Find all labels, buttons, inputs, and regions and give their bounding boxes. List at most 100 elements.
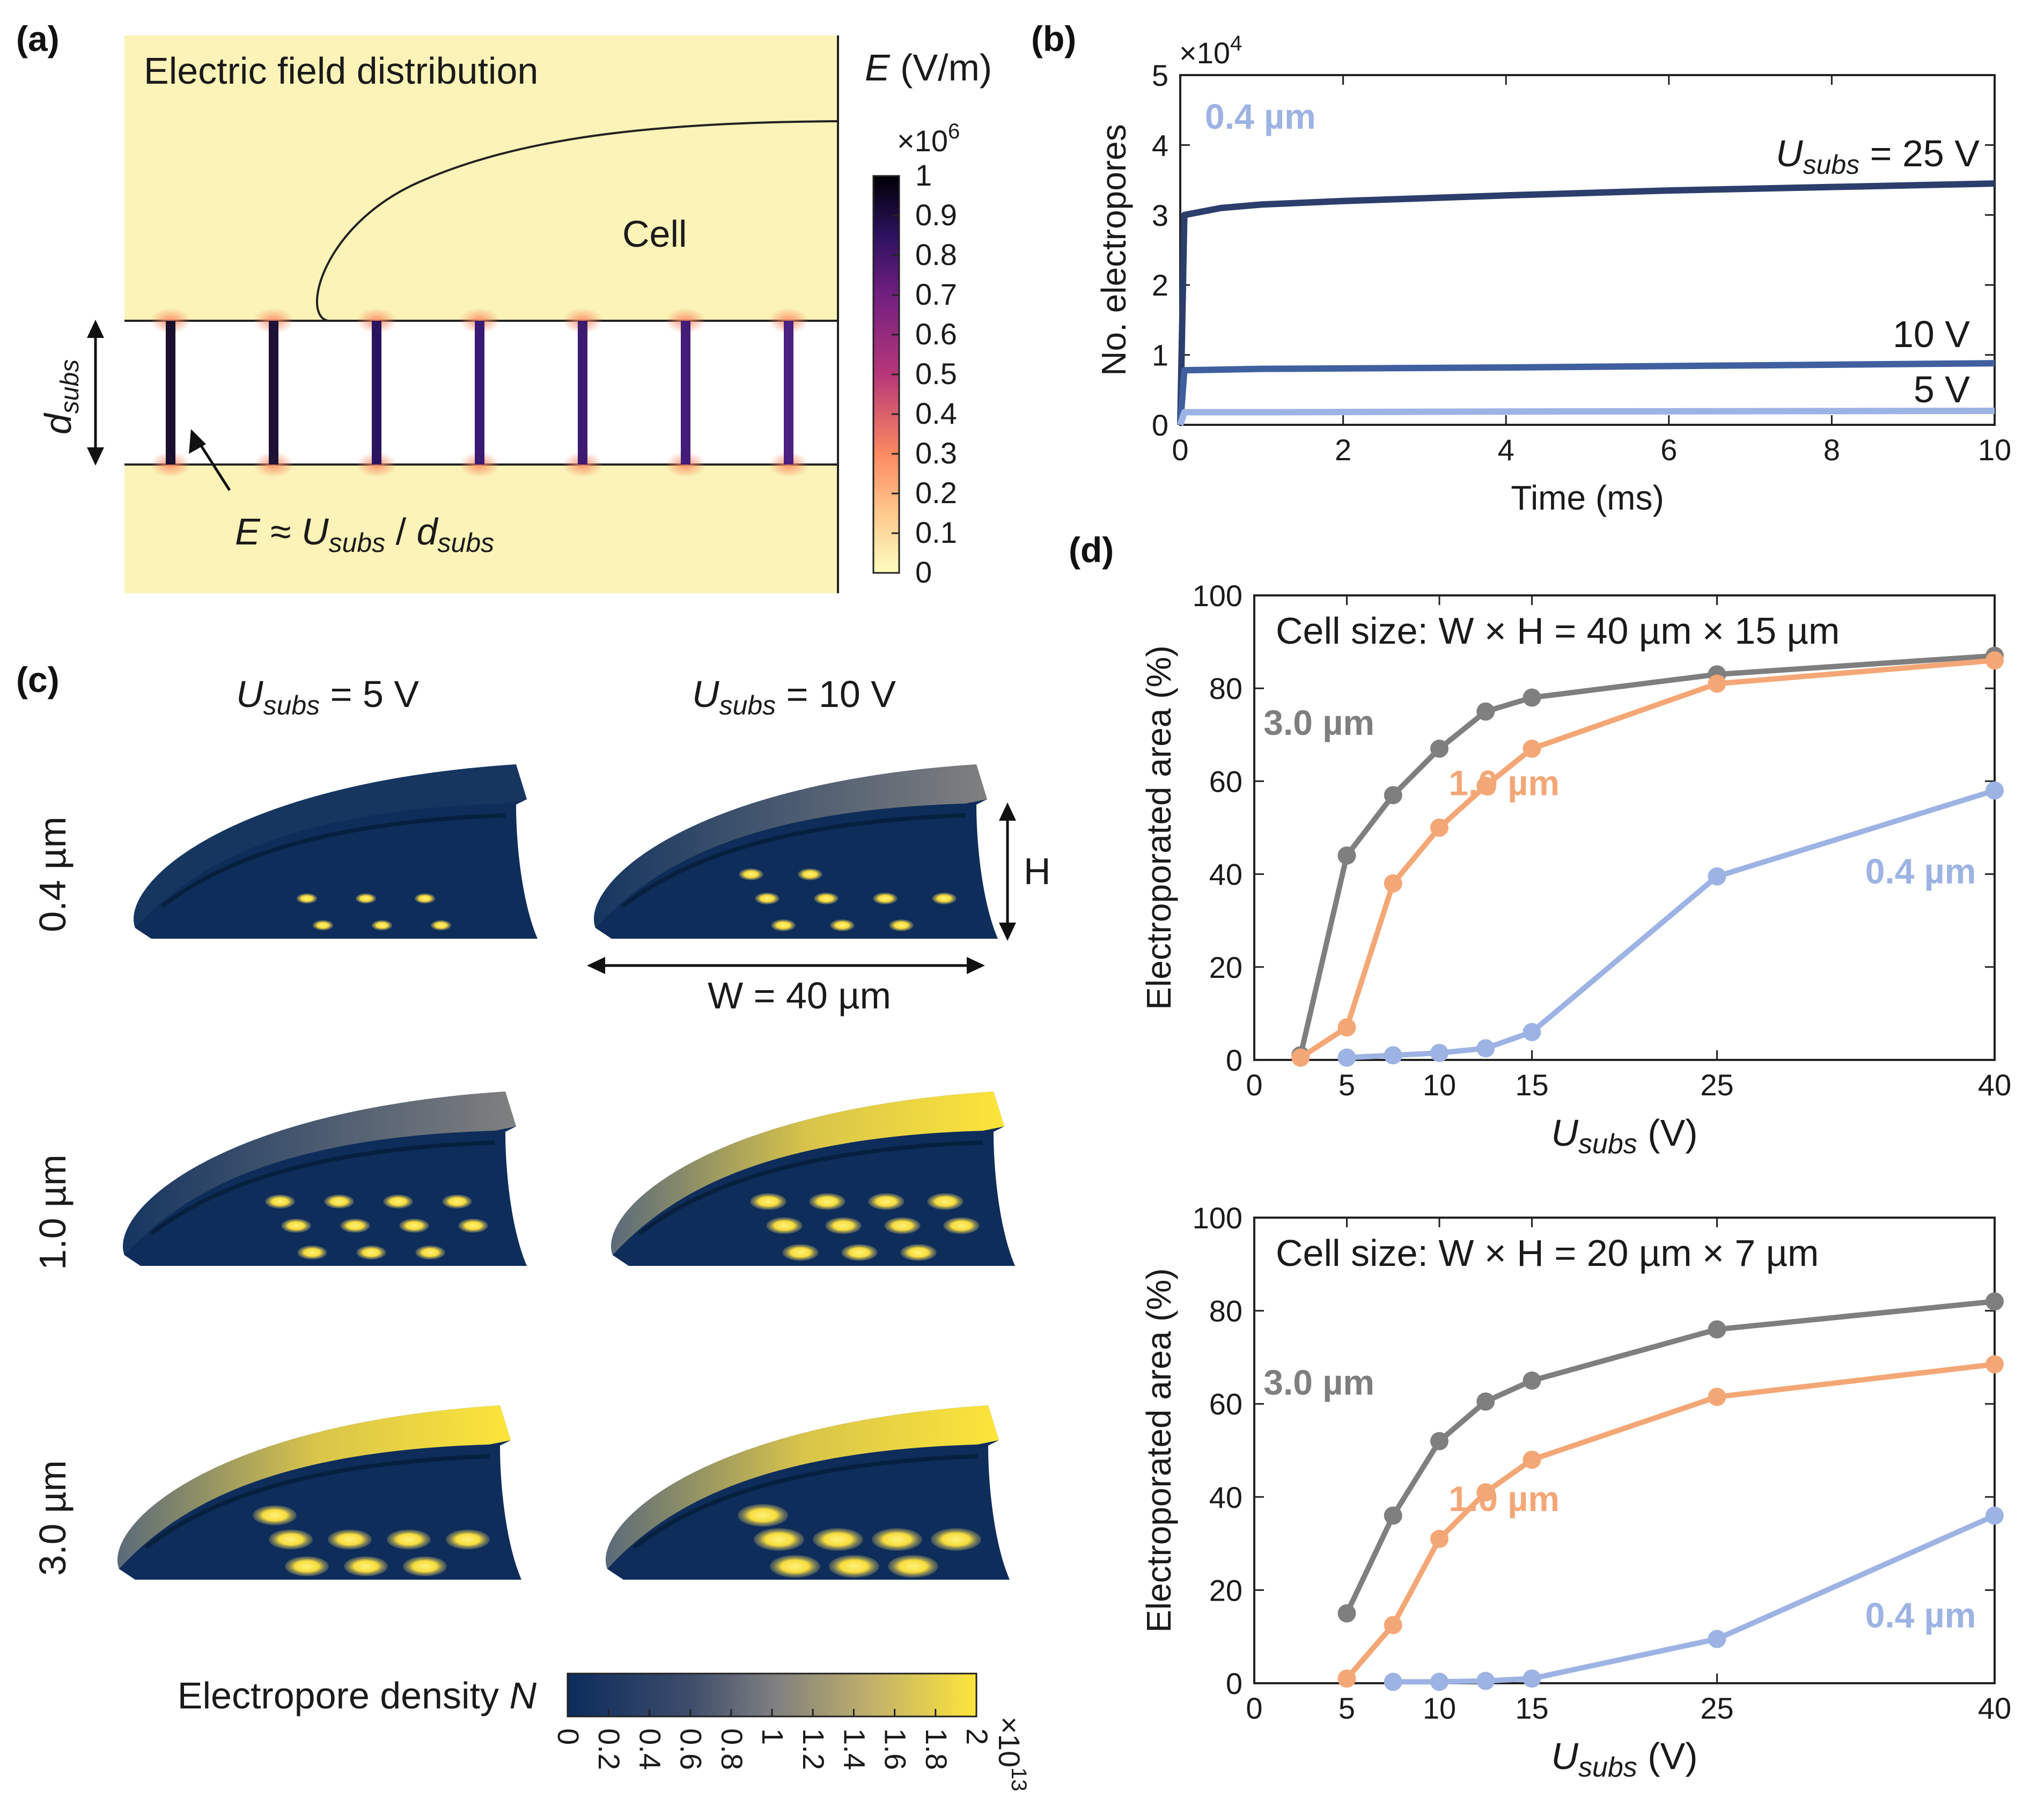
electropore-spot: [771, 919, 796, 931]
electroporated-area-chart-large-cell: 0 5 10 15 25 40 0 20 40 60 80 100 Cell size: W × H =…: [1139, 579, 2011, 1160]
data-point: [1476, 1039, 1495, 1058]
field-map-title: Electric field distribution: [144, 50, 538, 92]
panel-c: (c) Usubs = 5 V Usubs = 10 V 0.4 µm 1.0 …: [16, 660, 1051, 1792]
y-tick-label: 0: [1226, 1043, 1242, 1077]
width-label: W = 40 µm: [708, 975, 891, 1016]
x-tick-label: 0: [1246, 1691, 1262, 1725]
colorbar-tick-label: 0.7: [915, 277, 957, 311]
cell-membrane-top: [594, 764, 987, 928]
electropore-spot: [889, 919, 914, 931]
electropore-spot: [356, 1246, 386, 1259]
y-tick-label: 80: [1209, 1294, 1242, 1328]
colorbar-tick-label: 0.6: [915, 317, 957, 351]
x-tick-label: 5: [1339, 1691, 1355, 1725]
y-tick-label: 20: [1209, 950, 1242, 984]
colorbar-tick-label: 1.4: [837, 1728, 871, 1770]
x-tick-label: 0: [1172, 433, 1188, 467]
data-point: [1985, 781, 2004, 800]
y-tick-label: 100: [1193, 1201, 1242, 1235]
plot-frame: [1253, 1217, 1996, 1684]
d-subs-arrow-head-top: [87, 320, 104, 338]
cell-surface: [134, 764, 538, 939]
x-axis-label: Usubs (V): [1551, 1112, 1697, 1160]
series-label: 0.4 µm: [1865, 851, 1976, 891]
y-tick-label: 60: [1209, 764, 1242, 798]
electropore-spot: [285, 1556, 329, 1576]
electropore-spot: [927, 1193, 964, 1210]
data-point: [1430, 1432, 1448, 1450]
series-line: [1177, 180, 1995, 425]
electropore-spot: [442, 1195, 472, 1209]
y-tick-label: 40: [1209, 1480, 1242, 1514]
x-tick-label: 15: [1515, 1691, 1548, 1725]
series-label: 3.0 µm: [1263, 1362, 1374, 1402]
electropore-spot: [269, 1529, 313, 1550]
data-point: [1476, 777, 1495, 795]
y-axis-multiplier: ×104: [1179, 32, 1242, 70]
panel-b: (b) 0 2 4 6 8 10 0 1 2 3 4 5 No. electropores Time (m…: [1031, 19, 2011, 517]
data-point: [1384, 1506, 1402, 1525]
y-tick-label: 4: [1152, 128, 1168, 162]
electropore-spot: [312, 920, 334, 931]
x-tick-label: 15: [1515, 1068, 1548, 1102]
data-point: [1708, 674, 1726, 693]
field-colorbar-title: E (V/m): [865, 47, 992, 89]
x-axis-label: Time (ms): [1511, 478, 1664, 517]
colorbar-tick-label: 1.6: [879, 1728, 913, 1770]
data-point: [1523, 739, 1541, 758]
x-tick-label: 8: [1823, 433, 1840, 467]
x-tick-label: 10: [1423, 1068, 1456, 1102]
colorbar-tick-label: 1: [915, 158, 932, 192]
height-arrow-head-bottom: [999, 923, 1016, 941]
field-colorbar-ticks: 1 0.9 0.8 0.7 0.6 0.5 0.4 0.3 0.2 0.1 0: [892, 158, 957, 589]
x-axis-label-u: U: [1551, 1112, 1578, 1154]
density-colorbar-label: Electropore density N: [178, 1675, 537, 1716]
colorbar-tick-label: 0.5: [915, 357, 957, 390]
data-point: [1523, 1023, 1541, 1042]
electroporated-area-chart-small-cell: 0 5 10 15 25 40 0 20 40 60 80 100 Cell size: W × H =…: [1139, 1201, 2011, 1783]
data-point: [1476, 1483, 1495, 1502]
electropore-spot: [253, 1505, 297, 1526]
column-header-5v: Usubs = 5 V: [236, 673, 419, 720]
x-tick-label: 2: [1335, 433, 1351, 467]
electropore-spot: [884, 1217, 921, 1234]
electropore-spot: [297, 1246, 327, 1259]
electropore-spot: [943, 1217, 980, 1234]
colorbar-tick-label: 0.4: [633, 1728, 667, 1770]
electropore-spot: [446, 1529, 490, 1550]
row-header-0-4um: 0.4 µm: [32, 816, 73, 932]
x-axis-label: Usubs (V): [1551, 1735, 1697, 1783]
colorbar-tick-label: 0.9: [915, 198, 957, 232]
y-tick-label: 40: [1209, 858, 1242, 891]
data-point: [1291, 1048, 1310, 1067]
electropore-spot: [873, 893, 898, 904]
y-tick-label: 3: [1152, 198, 1168, 232]
electropore-spot: [798, 868, 822, 880]
cell-membrane-top: [134, 764, 527, 928]
colorbar-tick-label: 0.2: [592, 1728, 626, 1770]
y-axis-label: No. electropores: [1094, 124, 1133, 376]
electropore-spot: [383, 1195, 413, 1209]
data-point: [1523, 1450, 1541, 1469]
electropore-spot: [415, 1246, 445, 1259]
electropore-spot: [782, 1244, 819, 1261]
cell-inner-edge: [638, 1140, 983, 1236]
x-tick-label: 10: [1978, 433, 2011, 467]
width-arrow-head-right: [967, 957, 985, 974]
electropore-spot: [414, 893, 436, 904]
colorbar-tick-label: 0.8: [715, 1728, 749, 1770]
electropore-spot: [814, 893, 839, 904]
series-line: [1299, 658, 1995, 1060]
y-axis-label: Electroporated area (%): [1139, 1268, 1178, 1632]
cell-surface: [594, 764, 998, 939]
cell-membrane-top: [611, 1092, 1004, 1255]
electropore-spot: [403, 1556, 447, 1576]
colorbar-tick-label: 0.1: [915, 515, 957, 549]
data-point: [1708, 1630, 1726, 1648]
series-label: 3.0 µm: [1263, 703, 1374, 742]
colorbar-tick-label: 0: [551, 1728, 585, 1745]
electropore-spot: [738, 1504, 788, 1527]
data-point: [1384, 1616, 1402, 1634]
electropore-spot: [932, 893, 957, 904]
